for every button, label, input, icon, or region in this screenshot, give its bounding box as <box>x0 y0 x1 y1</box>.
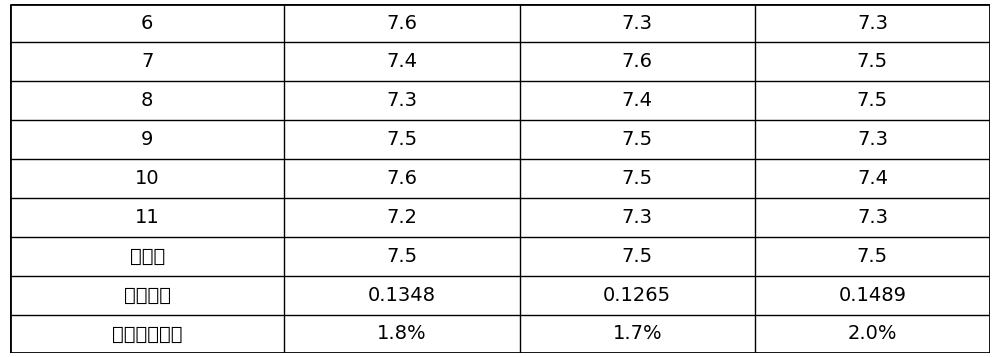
Text: 7.5: 7.5 <box>622 130 653 149</box>
Text: 平均値: 平均値 <box>130 247 165 266</box>
Text: 7.3: 7.3 <box>386 91 418 110</box>
Text: 0.1265: 0.1265 <box>603 286 671 305</box>
Text: 标准偏差: 标准偏差 <box>124 286 171 305</box>
Text: 8: 8 <box>141 91 153 110</box>
Text: 7.3: 7.3 <box>857 14 888 32</box>
Text: 11: 11 <box>135 208 160 227</box>
Text: 7.4: 7.4 <box>386 52 418 71</box>
Text: 7.3: 7.3 <box>857 130 888 149</box>
Text: 1.7%: 1.7% <box>612 325 662 343</box>
Text: 7.5: 7.5 <box>857 247 888 266</box>
Text: 7.6: 7.6 <box>386 14 418 32</box>
Text: 7.5: 7.5 <box>386 130 418 149</box>
Text: 7.6: 7.6 <box>622 52 653 71</box>
Text: 7.5: 7.5 <box>622 247 653 266</box>
Text: 7.5: 7.5 <box>857 52 888 71</box>
Text: 7.4: 7.4 <box>857 169 888 188</box>
Text: 7.5: 7.5 <box>386 247 418 266</box>
Text: 1.8%: 1.8% <box>377 325 427 343</box>
Text: 7.5: 7.5 <box>622 169 653 188</box>
Text: 7.3: 7.3 <box>857 208 888 227</box>
Text: 7.2: 7.2 <box>386 208 418 227</box>
Text: 2.0%: 2.0% <box>848 325 897 343</box>
Text: 7.5: 7.5 <box>857 91 888 110</box>
Text: 0.1348: 0.1348 <box>368 286 436 305</box>
Text: 9: 9 <box>141 130 153 149</box>
Text: 7: 7 <box>141 52 153 71</box>
Text: 7.6: 7.6 <box>386 169 418 188</box>
Text: 7.3: 7.3 <box>622 14 653 32</box>
Text: 相对标准偏差: 相对标准偏差 <box>112 325 182 343</box>
Text: 7.4: 7.4 <box>622 91 653 110</box>
Text: 10: 10 <box>135 169 160 188</box>
Text: 7.3: 7.3 <box>622 208 653 227</box>
Text: 6: 6 <box>141 14 153 32</box>
Text: 0.1489: 0.1489 <box>838 286 906 305</box>
